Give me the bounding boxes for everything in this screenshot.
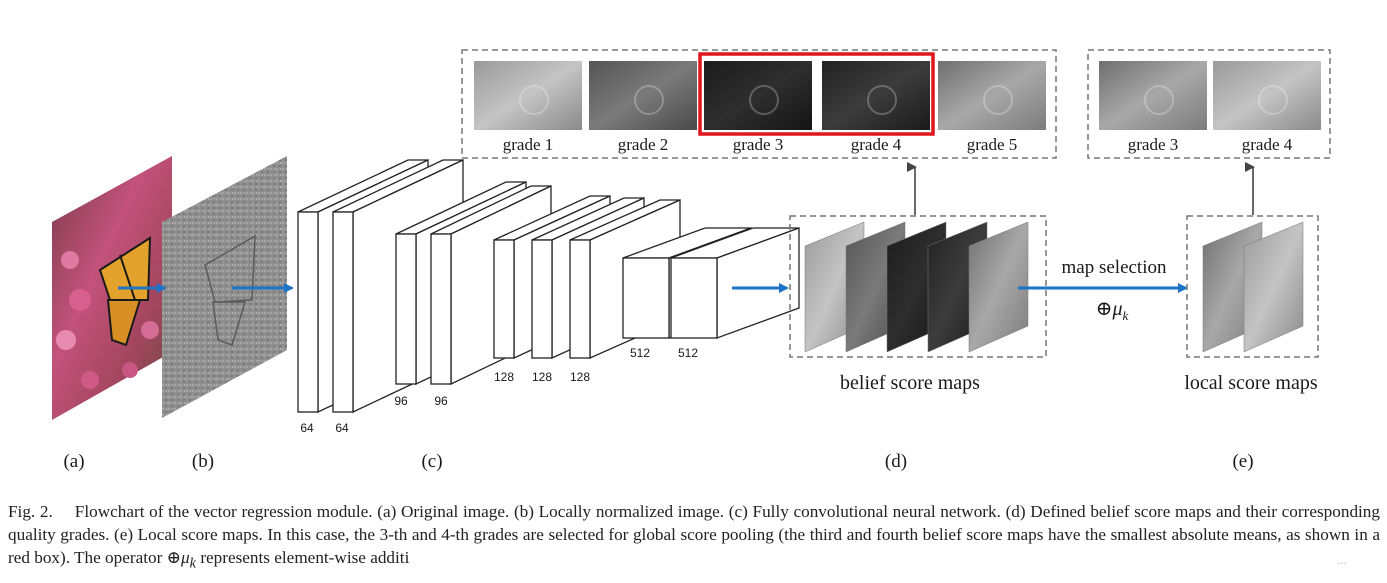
selected-grade-thumbnail: grade 3: [1099, 61, 1207, 154]
grade-thumbnail: grade 4: [822, 61, 930, 154]
caption-text: Flowchart of the vector regression modul…: [8, 502, 1380, 567]
layer-size-label: 512: [678, 346, 698, 360]
belief-score-maps-label: belief score maps: [840, 372, 980, 394]
panel-label: (d): [885, 451, 907, 472]
grade-label: grade 4: [1242, 135, 1293, 154]
grade-thumbnail: grade 1: [474, 61, 582, 154]
panel-label: (c): [421, 451, 442, 472]
caption-operator: ⊕μk: [166, 548, 197, 572]
layer-size-label: 96: [434, 394, 448, 408]
cnn-layers: 64 64 96 96 128 128 128 512 512: [297, 158, 800, 435]
caption-tail: represents element-wise additi: [196, 548, 410, 567]
cnn-layer: 512: [670, 227, 800, 360]
map-selection-label: map selection: [1062, 257, 1167, 278]
grade-label: grade 5: [967, 135, 1018, 154]
figure-caption: Fig. 2. Flowchart of the vector regressio…: [8, 500, 1380, 575]
panel-label: (e): [1232, 451, 1253, 472]
grade-thumbnails-selected: grade 3 grade 4: [1099, 61, 1321, 154]
panel-label: (a): [63, 451, 84, 472]
layer-size-label: 128: [532, 370, 552, 384]
caption-fig-number: Fig. 2.: [8, 502, 53, 521]
grade-thumbnail: grade 3: [704, 61, 812, 154]
grade-thumbnail: grade 5: [938, 61, 1046, 154]
layer-size-label: 128: [494, 370, 514, 384]
local-score-maps-stack: [1202, 221, 1304, 353]
flowchart-diagram: 64 64 96 96 128 128 128 512 512 belief score map…: [52, 49, 1331, 472]
layer-size-label: 512: [630, 346, 650, 360]
grade-thumbnail: grade 2: [589, 61, 697, 154]
belief-score-maps-stack: [804, 221, 1029, 353]
grade-box-top: [461, 49, 1057, 159]
panel-label: (b): [192, 451, 214, 472]
grade-box-selected: [1087, 49, 1331, 159]
grade-thumbnails-top: grade 1 grade 2 grade 3 grade 4 grade 5: [474, 61, 1046, 154]
original-image: [52, 156, 172, 420]
normalized-image: [162, 156, 287, 418]
grade-label: grade 2: [618, 135, 669, 154]
grade-label: grade 4: [851, 135, 902, 154]
red-highlight-box: [698, 52, 935, 136]
layer-size-label: 96: [394, 394, 408, 408]
layer-size-label: 128: [570, 370, 590, 384]
local-score-maps-label: local score maps: [1184, 372, 1317, 394]
belief-maps-box: [789, 215, 1047, 358]
grade-label: grade 1: [503, 135, 554, 154]
watermark: ...: [1336, 553, 1347, 567]
operator-label: ⊕μk: [1096, 298, 1129, 323]
local-maps-box: [1186, 215, 1319, 358]
grade-label: grade 3: [1128, 135, 1179, 154]
grade-label: grade 3: [733, 135, 784, 154]
selected-grade-thumbnail: grade 4: [1213, 61, 1321, 154]
panel-labels: (a) (b) (c) (d) (e): [63, 451, 1253, 472]
layer-size-label: 64: [335, 421, 349, 435]
layer-size-label: 64: [300, 421, 314, 435]
